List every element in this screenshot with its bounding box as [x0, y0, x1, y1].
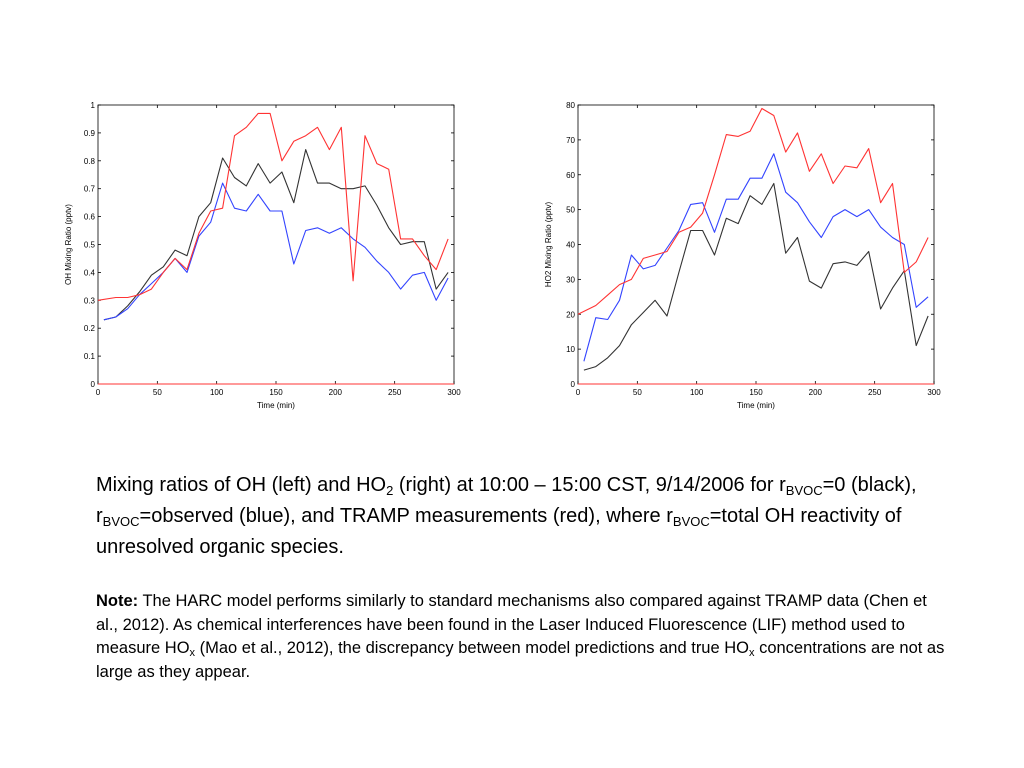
x-tick-label: 250 [868, 388, 882, 397]
x-tick-label: 0 [96, 388, 101, 397]
x-tick-label: 100 [690, 388, 704, 397]
caption-text: =observed (blue), and TRAMP measurements… [139, 505, 673, 527]
note-subscript: x [749, 647, 755, 659]
y-tick-label: 0.3 [84, 296, 96, 305]
y-tick-label: 0.5 [84, 241, 96, 250]
caption-text: =0 (black), r [96, 474, 917, 527]
y-axis-label: HO2 Mixing Ratio (pptv) [544, 201, 553, 287]
y-tick-label: 1 [91, 101, 96, 110]
ho2-mixing-ratio-chart: 0 50 100 150 200 250 300 0 10 20 30 40 50 60 70 80 Time … [544, 101, 941, 410]
x-tick-label: 0 [576, 388, 581, 397]
y-tick-label: 0.1 [84, 352, 96, 361]
note-text: concentrations are not as large as they … [96, 639, 945, 681]
x-tick-label: 100 [210, 388, 224, 397]
x-tick-label: 150 [269, 388, 283, 397]
caption-subscript: BVOC [102, 514, 140, 529]
series-line-black [103, 149, 449, 321]
y-tick-label: 0 [571, 380, 576, 389]
y-tick-label: 30 [566, 275, 575, 284]
x-axis-label: Time (min) [257, 401, 295, 410]
series-line-red [577, 107, 929, 315]
y-tick-label: 70 [566, 136, 575, 145]
y-tick-label: 0.4 [84, 268, 96, 277]
y-tick-label: 20 [566, 310, 575, 319]
plot-area [577, 104, 935, 385]
caption-text: (right) at 10:00 – 15:00 CST, 9/14/2006 … [393, 474, 786, 496]
x-tick-label: 50 [633, 388, 642, 397]
y-tick-label: 0.7 [84, 185, 96, 194]
y-tick-label: 50 [566, 206, 575, 215]
caption-subscript: BVOC [785, 483, 823, 498]
note-text: (Mao et al., 2012), the discrepancy betw… [195, 639, 749, 657]
x-tick-label: 150 [749, 388, 763, 397]
figure-caption: Mixing ratios of OH (left) and HO2 (righ… [96, 470, 946, 563]
caption-subscript: BVOC [672, 514, 710, 529]
series-line-blue [583, 153, 929, 362]
x-axis-label: Time (min) [737, 401, 775, 410]
x-tick-label: 50 [153, 388, 162, 397]
note-text: The HARC model performs similarly to sta… [96, 592, 927, 657]
y-tick-label: 10 [566, 345, 575, 354]
caption-text: Mixing ratios of OH (left) and HO [96, 474, 387, 496]
note-subscript: x [189, 647, 196, 659]
y-tick-label: 0.6 [84, 213, 96, 222]
caption-subscript: 2 [386, 483, 394, 498]
y-tick-label: 0 [91, 380, 96, 389]
series-line-red [97, 112, 449, 301]
series-line-black [583, 182, 929, 371]
y-tick-label: 0.2 [84, 324, 96, 333]
x-tick-label: 200 [809, 388, 823, 397]
note-label: Note: [96, 592, 139, 610]
plot-area [97, 104, 455, 385]
y-tick-label: 40 [566, 241, 575, 250]
oh-mixing-ratio-chart: 0 50 100 150 200 250 300 0 0.1 0.2 0.3 0.4 0.5 0.6 0.7… [64, 101, 461, 410]
x-tick-label: 250 [388, 388, 402, 397]
y-tick-label: 60 [566, 171, 575, 180]
y-tick-label: 80 [566, 101, 575, 110]
x-tick-label: 300 [927, 388, 941, 397]
y-tick-label: 0.8 [84, 157, 96, 166]
caption-text: =total OH reactivity of unresolved organ… [96, 505, 902, 558]
y-axis-label: OH Mixing Ratio (pptv) [64, 204, 73, 285]
y-tick-label: 0.9 [84, 129, 96, 138]
x-tick-label: 200 [329, 388, 343, 397]
x-tick-label: 300 [447, 388, 461, 397]
note-paragraph: Note: The HARC model performs similarly … [96, 590, 946, 684]
